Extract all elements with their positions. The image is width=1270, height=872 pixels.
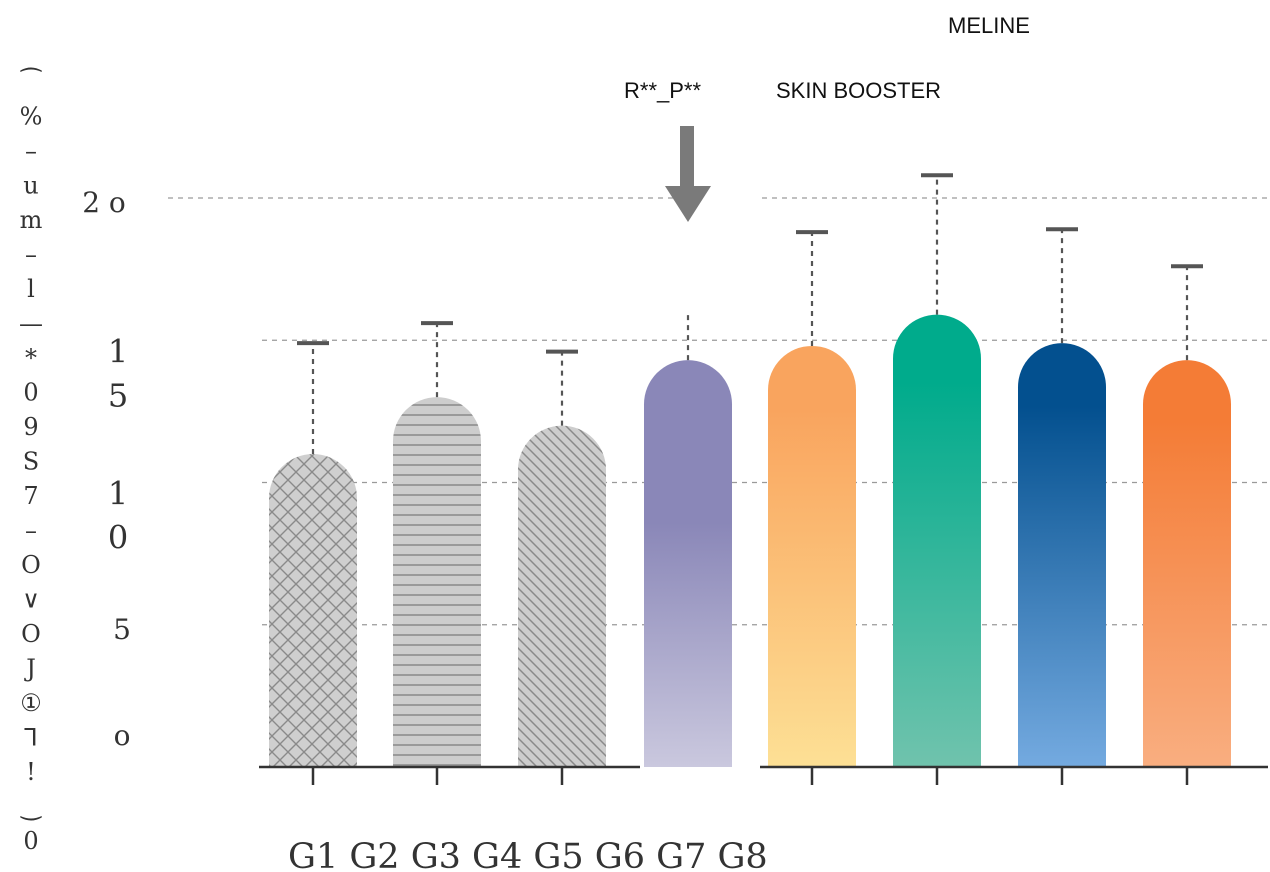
y-tick-label: 1	[108, 332, 128, 370]
y-axis-label-char: 7	[23, 482, 38, 510]
y-axis-label-char: J	[23, 655, 36, 683]
group-label-meline: MELINE	[948, 13, 1030, 38]
y-axis-label-char: –	[25, 137, 37, 165]
y-axis-label-char: u	[23, 172, 38, 200]
bar-G7	[1018, 343, 1106, 767]
bar-G3	[518, 425, 606, 767]
arrow-head	[665, 186, 711, 222]
x-axis-category-labels: G1 G2 G3 G4 G5 G6 G7 G8	[288, 837, 768, 872]
bar-G6	[893, 314, 981, 767]
y-tick-label: 5	[113, 613, 131, 646]
bars	[269, 173, 1231, 767]
group-label-skin-booster: SKIN BOOSTER	[776, 78, 941, 103]
y-axis-label-char: —	[19, 310, 43, 338]
y-axis-label-char: !	[26, 758, 36, 786]
y-tick-label: 0	[108, 519, 128, 557]
bar-G2	[393, 397, 481, 767]
y-axis-label-char: S	[23, 448, 39, 476]
y-tick-label: 2 o	[82, 186, 126, 219]
y-axis-label-char: ⅂	[24, 724, 37, 752]
bar-G4	[644, 360, 732, 767]
y-axis-label-char: 0	[23, 379, 38, 407]
arrow-label: R**_P**	[624, 78, 701, 103]
y-axis-label-char: 0	[23, 827, 38, 855]
y-axis-label-char: O	[21, 551, 41, 579]
y-axis-label-char: *	[25, 344, 37, 372]
y-tick-label: 5	[108, 376, 128, 414]
y-axis-label-char: ∨	[22, 586, 40, 614]
y-axis-label-char: ‿	[19, 793, 42, 821]
y-tick-label: o	[114, 719, 131, 752]
y-axis-label-char: –	[25, 241, 37, 269]
arrow-annotation: R**_P**	[624, 78, 711, 222]
y-axis-label-char: –	[25, 517, 37, 545]
bar-G1	[269, 454, 357, 767]
bar-G5	[768, 345, 856, 767]
y-tick-labels: 2 o 1 5 1 0 5 o	[82, 186, 131, 752]
y-axis-label-char: l	[27, 275, 35, 303]
arrow-shaft	[680, 126, 694, 186]
y-axis-label-char: 9	[23, 413, 38, 441]
bar-G8	[1143, 360, 1231, 767]
y-axis-label-char: ⁀	[19, 68, 42, 96]
y-axis-label-char: m	[20, 206, 43, 234]
y-axis-label-char: ①	[20, 689, 42, 717]
x-axis	[259, 765, 1268, 785]
y-tick-label: 1	[108, 475, 128, 513]
y-axis-label-char: O	[21, 620, 41, 648]
gridlines	[168, 197, 1268, 626]
y-axis-label-char: %	[20, 103, 43, 131]
